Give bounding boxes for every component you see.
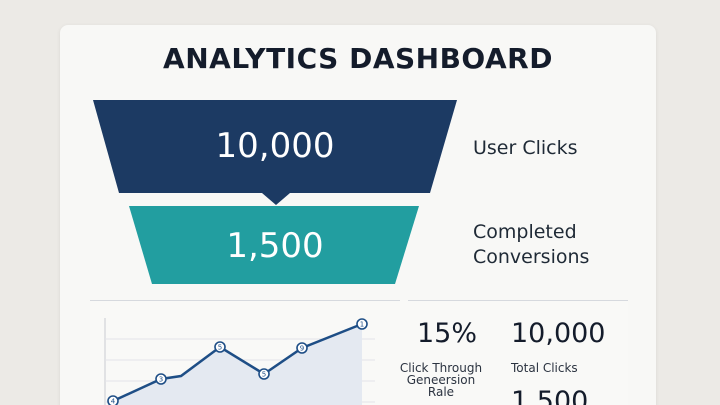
data-point-label: 4 xyxy=(111,398,116,405)
total-clicks-value: 10,000 xyxy=(511,318,606,349)
data-point xyxy=(155,373,167,385)
ctr-label-line-1: Click Through xyxy=(399,361,483,375)
data-point-label: 3 xyxy=(159,376,163,384)
data-point-label: 9 xyxy=(300,345,304,353)
data-point xyxy=(214,341,226,353)
data-point xyxy=(107,395,119,405)
funnel-stage-2-label-line-1: Completed xyxy=(473,221,577,243)
data-point-label: 5 xyxy=(262,371,266,379)
divider xyxy=(90,300,400,301)
total-clicks-label: Total Clicks xyxy=(511,361,578,375)
data-point xyxy=(258,368,270,380)
conversions-value: 1,500 xyxy=(511,386,589,405)
line-area-fill xyxy=(113,324,362,405)
page-title: ANALYTICS DASHBOARD xyxy=(163,42,553,75)
data-point-label: 1 xyxy=(360,321,364,329)
data-point-label: 5 xyxy=(218,344,222,352)
funnel-stage-2-shape[interactable] xyxy=(129,206,419,284)
ctr-label-line-2: Geneersion xyxy=(406,373,476,387)
ctr-label-line-3: Rale xyxy=(427,385,455,399)
funnel-stage-1-shape[interactable] xyxy=(93,100,457,205)
ctr-value: 15% xyxy=(417,318,478,349)
funnel-stage-1-value: 10,000 xyxy=(215,126,335,166)
divider xyxy=(408,300,628,301)
funnel-stage-2-value: 1,500 xyxy=(226,226,324,266)
funnel-stage-2-label-line-2: Conversions xyxy=(473,246,590,268)
data-point xyxy=(356,318,368,330)
funnel-stage-1-label: User Clicks xyxy=(473,137,578,159)
data-point xyxy=(296,342,308,354)
